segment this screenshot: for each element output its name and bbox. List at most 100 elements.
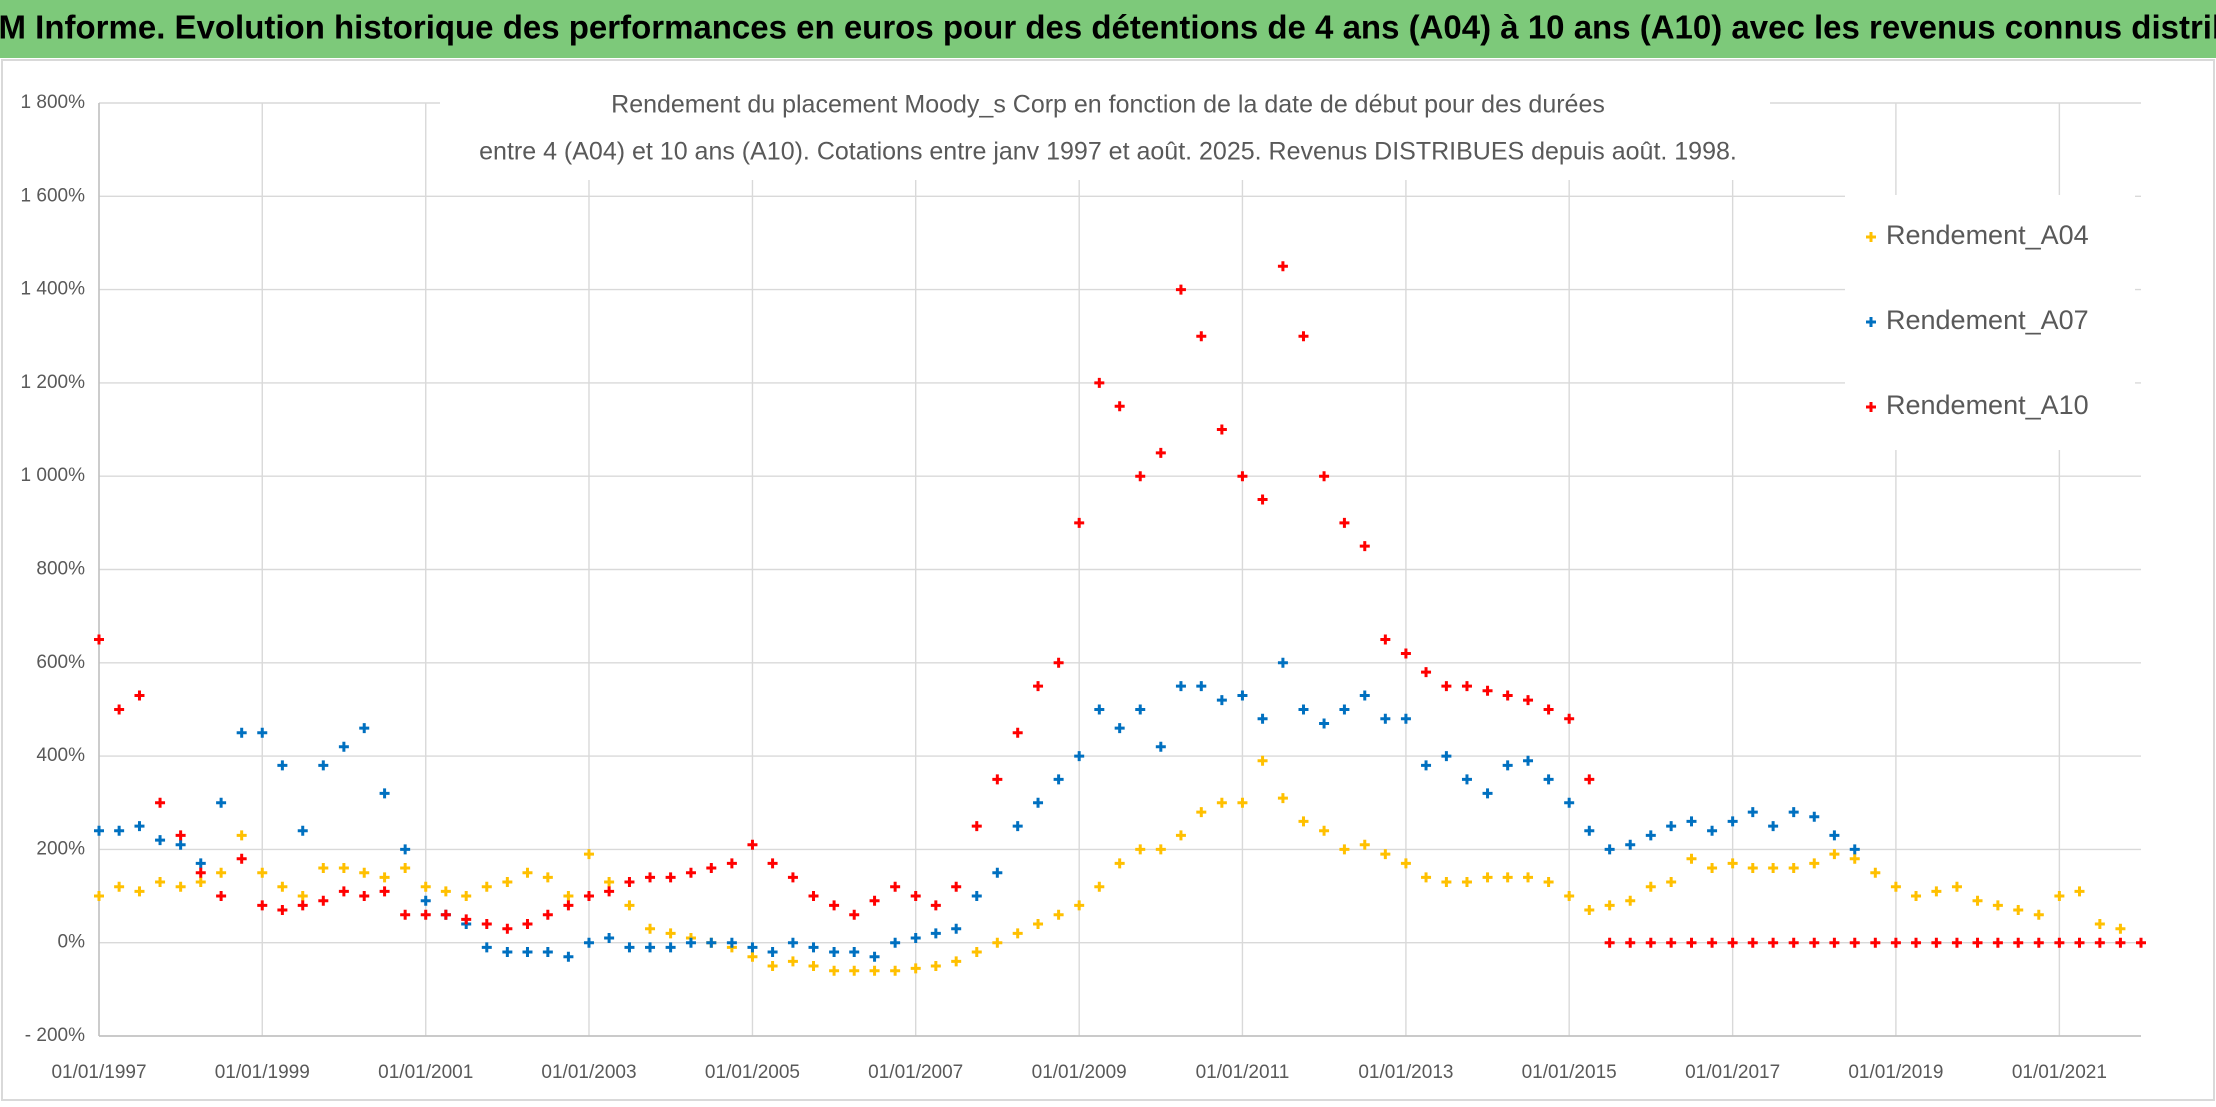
y-tick-label: 1 200% [21,372,86,393]
point [257,867,268,878]
point [665,928,676,939]
point [440,886,451,897]
point [1951,881,1962,892]
point [583,891,594,902]
point [1584,774,1595,785]
x-tick-label: 01/01/1999 [215,1062,310,1083]
point [1359,541,1370,552]
point [685,867,696,878]
point [1298,816,1309,827]
point [94,825,104,836]
point [379,788,390,799]
x-tick-label: 01/01/2003 [541,1062,636,1083]
point [1645,937,1656,948]
point [645,942,656,953]
point [930,900,941,911]
point [1543,704,1554,715]
point [379,872,390,883]
point [890,881,901,892]
point [440,909,451,920]
point [1482,685,1493,696]
point [216,891,227,902]
point [829,900,840,911]
point [1135,471,1146,482]
banner-title: ADAM Informe. Evolution historique des p… [0,9,2216,46]
point [1829,937,1840,948]
point [1380,713,1391,724]
point [1155,844,1166,855]
point [951,956,962,967]
point [2074,886,2085,897]
point [134,690,145,701]
point [1543,877,1554,888]
point [1747,807,1758,818]
point [1114,723,1125,734]
point [216,797,227,808]
point [1768,863,1779,874]
point [583,937,594,948]
point [2074,937,2085,948]
point [1421,872,1432,883]
point [706,863,717,874]
point [1277,657,1288,668]
point [1768,821,1779,832]
point [114,881,125,892]
point [1012,928,1023,939]
point [767,961,778,972]
point [1951,937,1962,948]
point [1707,825,1718,836]
point [787,937,798,948]
point [1298,704,1309,715]
point [502,923,513,934]
point [849,909,860,920]
point [461,891,472,902]
point [542,909,553,920]
point [1074,900,1085,911]
point [1012,821,1023,832]
point [645,872,656,883]
point [1523,695,1534,706]
point [1237,797,1248,808]
point [1461,774,1472,785]
point [1094,881,1105,892]
point [665,942,676,953]
point [155,835,166,846]
point [175,881,186,892]
point [195,858,206,869]
point [1829,830,1840,841]
point [277,905,288,916]
point [1400,858,1411,869]
point [1421,760,1432,771]
point [1053,774,1064,785]
point [1441,751,1452,762]
point [1625,937,1636,948]
point [1319,825,1330,836]
point [522,867,533,878]
point [542,947,553,958]
point [1277,793,1288,804]
y-tick-label: 1 000% [21,465,86,486]
x-tick-label: 01/01/2011 [1196,1062,1290,1083]
point [1972,895,1983,906]
point [1196,681,1207,692]
point [1094,704,1105,715]
point [195,877,206,888]
point [2033,909,2044,920]
point [1461,681,1472,692]
point [155,797,166,808]
point [400,844,411,855]
point [236,727,247,738]
point [604,933,615,944]
y-tick-label: 200% [36,838,85,859]
legend-bg [1845,195,2135,450]
point [420,909,431,920]
point [583,849,594,860]
point [1441,877,1452,888]
point [1196,331,1207,342]
point [767,858,778,869]
point [890,965,901,976]
point [175,830,186,841]
point [318,863,329,874]
point [1523,872,1534,883]
